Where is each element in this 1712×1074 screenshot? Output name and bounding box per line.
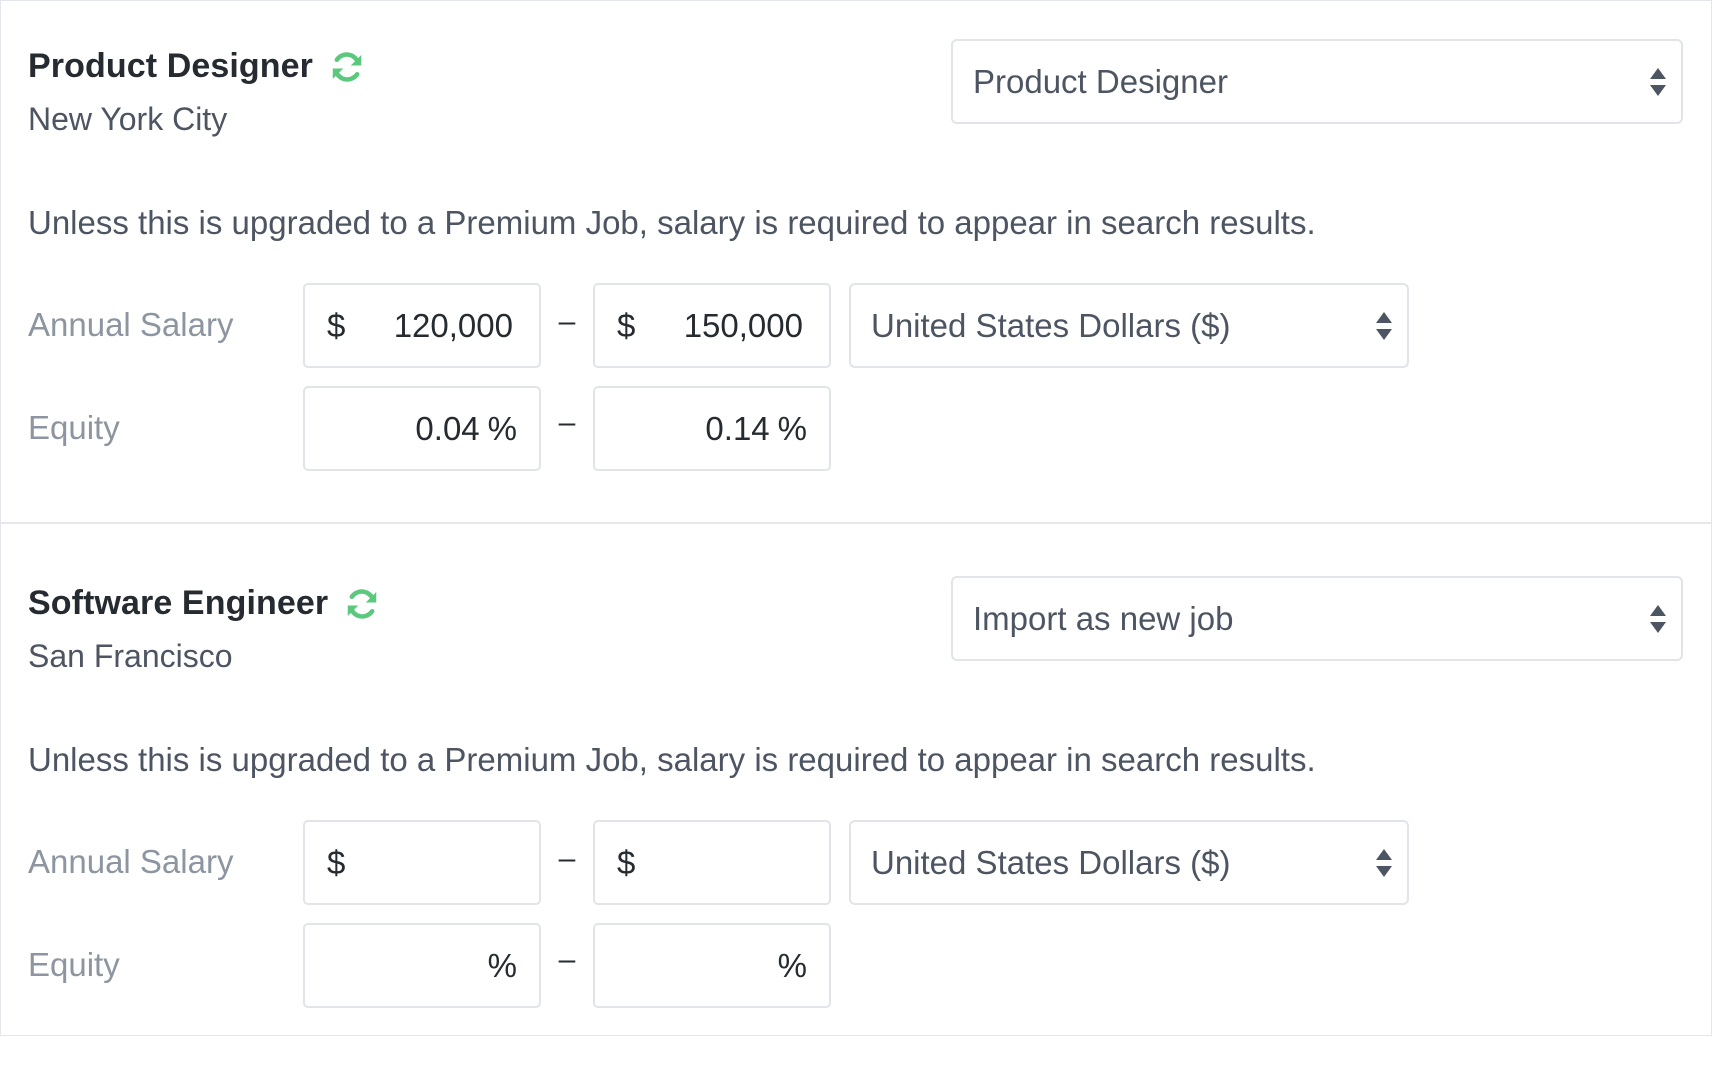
percent-suffix: % [777,409,807,447]
job-header: Software Engineer [28,584,380,623]
salary-notice: Unless this is upgraded to a Premium Job… [28,741,1316,778]
job-card: Software Engineer San Francisco Import a… [1,538,1711,1074]
salary-max-input[interactable]: $ 150,000 [593,283,831,368]
equity-max-input[interactable]: % [593,923,831,1008]
percent-suffix: % [487,409,517,447]
job-mapping-select[interactable]: Product Designer [951,39,1683,124]
job-mapping-value: Import as new job [973,599,1234,637]
currency-select[interactable]: United States Dollars ($) [849,283,1409,368]
range-separator: – [558,943,576,976]
select-arrows-icon [1650,604,1666,633]
range-separator: – [558,305,576,338]
currency-prefix: $ [617,843,636,881]
currency-value: United States Dollars ($) [871,843,1231,881]
select-arrows-icon [1376,311,1392,340]
job-title: Software Engineer [28,584,329,622]
range-separator: – [558,406,576,439]
job-location: New York City [28,101,228,137]
section-divider [1,522,1711,524]
equity-max-input[interactable]: 0.14 % [593,386,831,471]
currency-prefix: $ [617,306,636,344]
salary-notice: Unless this is upgraded to a Premium Job… [28,204,1316,241]
equity-min-input[interactable]: 0.04 % [303,386,541,471]
annual-salary-label: Annual Salary [28,306,234,343]
sync-icon[interactable] [329,49,365,85]
currency-select[interactable]: United States Dollars ($) [849,820,1409,905]
annual-salary-label: Annual Salary [28,843,234,880]
sync-icon[interactable] [344,586,380,622]
currency-prefix: $ [327,843,346,881]
equity-min-value: 0.04 [415,409,480,447]
salary-min-input[interactable]: $ 120,000 [303,283,541,368]
job-title: Product Designer [28,47,313,85]
equity-label: Equity [28,946,120,983]
salary-max-value: 150,000 [683,306,803,344]
select-arrows-icon [1376,848,1392,877]
percent-suffix: % [777,946,807,984]
select-arrows-icon [1650,67,1666,96]
salary-min-input[interactable]: $ [303,820,541,905]
salary-min-value: 120,000 [393,306,513,344]
job-card: Product Designer New York City Product D… [1,1,1711,537]
range-separator: – [558,842,576,875]
percent-suffix: % [487,946,517,984]
equity-label: Equity [28,409,120,446]
currency-prefix: $ [327,306,346,344]
job-import-panel: Product Designer New York City Product D… [0,0,1712,1036]
salary-max-input[interactable]: $ [593,820,831,905]
job-mapping-select[interactable]: Import as new job [951,576,1683,661]
equity-min-input[interactable]: % [303,923,541,1008]
equity-max-value: 0.14 [705,409,770,447]
job-location: San Francisco [28,638,233,674]
job-header: Product Designer [28,47,365,86]
currency-value: United States Dollars ($) [871,306,1231,344]
job-mapping-value: Product Designer [973,62,1228,100]
